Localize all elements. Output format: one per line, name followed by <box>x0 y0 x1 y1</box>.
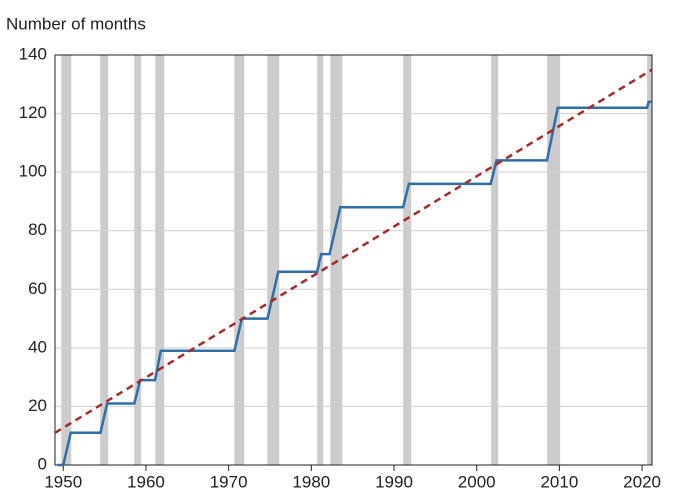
trend-line <box>54 68 653 434</box>
recession-band <box>330 55 343 465</box>
recession-band <box>134 55 142 465</box>
recession-band <box>647 55 652 465</box>
recession-band <box>61 55 72 465</box>
y-tick-label: 60 <box>28 279 47 298</box>
recession-band <box>547 55 561 465</box>
x-tick-label: 2010 <box>540 472 578 491</box>
recession-band <box>491 55 499 465</box>
y-tick-label: 120 <box>19 103 47 122</box>
y-axis-label: Number of months <box>6 14 146 33</box>
x-tick-label: 2000 <box>458 472 496 491</box>
x-tick-label: 1990 <box>375 472 413 491</box>
y-tick-label: 100 <box>19 162 47 181</box>
y-tick-label: 0 <box>38 454 47 473</box>
recession-band <box>234 55 245 465</box>
x-tick-label: 1950 <box>44 472 82 491</box>
y-tick-label: 20 <box>28 396 47 415</box>
data-line <box>57 100 652 467</box>
x-tick-label: 1960 <box>127 472 165 491</box>
plot-frame <box>54 54 653 466</box>
recession-band <box>267 55 280 465</box>
x-tick-label: 1980 <box>292 472 330 491</box>
x-tick-label: 2020 <box>623 472 661 491</box>
recession-band <box>100 55 109 465</box>
y-tick-label: 40 <box>28 337 47 356</box>
recession-band <box>155 55 165 465</box>
y-tick-label: 140 <box>19 44 47 63</box>
y-tick-label: 80 <box>28 220 47 239</box>
x-tick-label: 1970 <box>210 472 248 491</box>
recession-band <box>403 55 412 465</box>
